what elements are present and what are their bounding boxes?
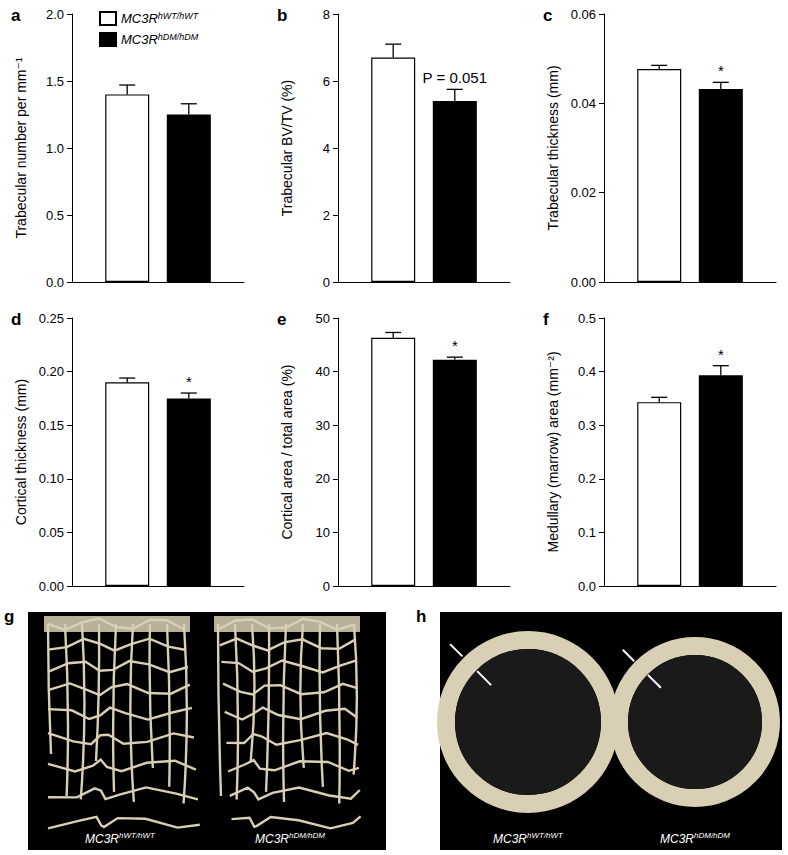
svg-text:Medullary (marrow) area (mm⁻²): Medullary (marrow) area (mm⁻²) — [545, 351, 561, 552]
svg-text:6: 6 — [323, 74, 330, 89]
svg-text:0.25: 0.25 — [39, 311, 64, 326]
svg-text:b: b — [277, 6, 287, 25]
svg-text:4: 4 — [323, 141, 330, 156]
svg-text:0.20: 0.20 — [39, 364, 64, 379]
svg-text:50: 50 — [316, 311, 330, 326]
svg-text:40: 40 — [316, 364, 330, 379]
svg-text:0.15: 0.15 — [39, 418, 64, 433]
svg-text:0.02: 0.02 — [571, 185, 596, 200]
svg-text:MC3RhWT/hWT: MC3RhWT/hWT — [493, 831, 564, 846]
svg-text:1.0: 1.0 — [46, 141, 64, 156]
svg-text:30: 30 — [316, 418, 330, 433]
svg-text:MC3RhDM/hDM: MC3RhDM/hDM — [660, 831, 730, 846]
svg-text:*: * — [186, 373, 192, 390]
svg-text:20: 20 — [316, 471, 330, 486]
svg-text:d: d — [11, 310, 21, 329]
svg-text:0.3: 0.3 — [578, 418, 596, 433]
svg-text:a: a — [11, 6, 21, 25]
svg-text:0.0: 0.0 — [578, 579, 596, 594]
svg-text:0.06: 0.06 — [571, 7, 596, 22]
svg-text:hDM/hDM: hDM/hDM — [158, 32, 199, 42]
svg-text:Trabecular number per mm⁻¹: Trabecular number per mm⁻¹ — [13, 57, 29, 238]
svg-text:0.04: 0.04 — [571, 96, 596, 111]
svg-text:0.5: 0.5 — [46, 208, 64, 223]
svg-text:*: * — [452, 337, 458, 354]
svg-text:0.2: 0.2 — [578, 471, 596, 486]
svg-text:0.10: 0.10 — [39, 471, 64, 486]
svg-text:Trabecular thickness (mm): Trabecular thickness (mm) — [545, 65, 561, 230]
svg-text:h: h — [416, 607, 426, 626]
svg-text:0.00: 0.00 — [39, 579, 64, 594]
svg-text:c: c — [543, 6, 552, 25]
svg-text:MC3R: MC3R — [121, 11, 158, 26]
svg-text:g: g — [4, 607, 14, 626]
svg-text:10: 10 — [316, 525, 330, 540]
svg-text:P = 0.051: P = 0.051 — [423, 69, 487, 86]
svg-text:0: 0 — [323, 275, 330, 290]
svg-text:0.0: 0.0 — [46, 275, 64, 290]
svg-text:1.5: 1.5 — [46, 74, 64, 89]
svg-text:MC3RhDM/hDM: MC3RhDM/hDM — [255, 831, 325, 846]
svg-text:8: 8 — [323, 7, 330, 22]
svg-text:0.4: 0.4 — [578, 364, 596, 379]
svg-text:2: 2 — [323, 208, 330, 223]
svg-text:Cortical area / total area (%): Cortical area / total area (%) — [279, 364, 295, 539]
svg-text:*: * — [718, 62, 724, 79]
svg-text:0: 0 — [323, 579, 330, 594]
svg-text:MC3RhWT/hWT: MC3RhWT/hWT — [85, 831, 156, 846]
svg-text:Cortical thickness (mm): Cortical thickness (mm) — [13, 379, 29, 525]
svg-text:e: e — [277, 310, 286, 329]
svg-text:MC3R: MC3R — [121, 32, 158, 47]
svg-text:0.00: 0.00 — [571, 275, 596, 290]
svg-text:*: * — [718, 346, 724, 363]
svg-text:hWT/hWT: hWT/hWT — [158, 11, 200, 21]
svg-text:0.1: 0.1 — [578, 525, 596, 540]
svg-text:2.0: 2.0 — [46, 7, 64, 22]
svg-text:Trabecular BV/TV (%): Trabecular BV/TV (%) — [279, 80, 295, 216]
svg-text:0.5: 0.5 — [578, 311, 596, 326]
svg-text:0.05: 0.05 — [39, 525, 64, 540]
svg-text:f: f — [543, 310, 549, 329]
